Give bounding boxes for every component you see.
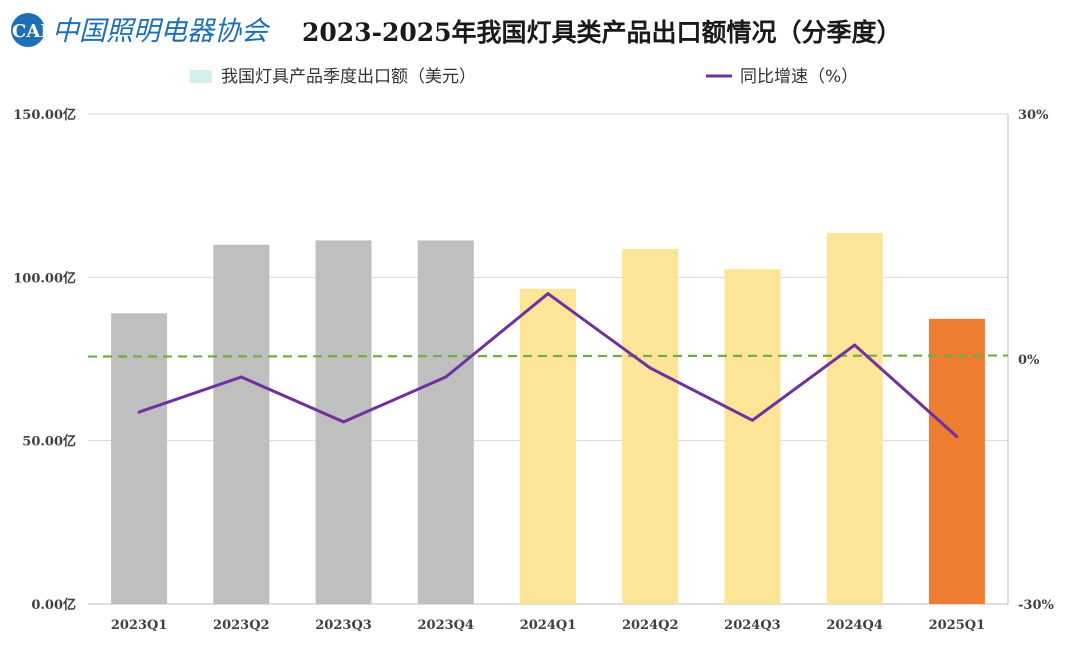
y-left-tick-label: 150.00亿: [13, 107, 76, 123]
y-left-tick-label: 50.00亿: [22, 434, 76, 450]
y-left-tick-label: 100.00亿: [13, 270, 76, 286]
bar-2024Q3: [724, 269, 781, 604]
legend-bar-label: 我国灯具产品季度出口额（美元）: [221, 67, 476, 87]
bars: [111, 232, 985, 605]
growth-point-2023Q1: [137, 410, 141, 414]
x-tick-label: 2025Q1: [929, 618, 986, 633]
bar-2023Q4: [417, 240, 474, 605]
logo-mark: CALI: [12, 21, 61, 42]
bar-2024Q4: [826, 232, 883, 604]
growth-point-2025Q1: [955, 435, 959, 439]
bar-2024Q2: [622, 248, 679, 604]
x-tick-label: 2023Q3: [315, 618, 372, 633]
growth-point-2024Q4: [853, 343, 857, 347]
y-right-tick-labels: -30% 0% 30%: [1018, 108, 1054, 613]
cali-logo: CALI 中国照明电器协会: [11, 13, 271, 47]
growth-point-2024Q3: [750, 418, 754, 422]
bar-2024Q1: [520, 288, 576, 604]
x-tick-label: 2024Q3: [724, 618, 781, 633]
y-right-tick-label: 0%: [1018, 353, 1040, 368]
growth-point-2023Q2: [239, 375, 243, 379]
growth-point-2023Q3: [342, 420, 346, 424]
x-tick-labels: 2023Q1 2023Q2 2023Q3 2023Q4 2024Q1 2024Q2 2024…: [111, 618, 985, 633]
legend-line-label: 同比增速（%）: [740, 67, 858, 87]
x-tick-label: 2023Q1: [111, 618, 168, 633]
y-right-tick-label: 30%: [1018, 108, 1049, 123]
y-left-tick-labels: 0.00亿 50.00亿 100.00亿 150.00亿: [13, 107, 76, 613]
bar-2023Q2: [213, 244, 270, 604]
legend: 我国灯具产品季度出口额（美元） 同比增速（%）: [190, 67, 858, 87]
growth-point-2024Q1: [546, 292, 550, 296]
growth-point-2024Q2: [648, 366, 652, 370]
bar-2023Q1: [111, 313, 168, 604]
x-tick-label: 2024Q4: [826, 618, 883, 633]
growth-line: [137, 292, 959, 439]
legend-bar-swatch: [190, 70, 212, 83]
x-tick-label: 2023Q4: [417, 618, 474, 633]
logo-circle-icon: [11, 13, 45, 47]
bar-2025Q1: [928, 318, 985, 604]
x-tick-label: 2024Q1: [520, 618, 577, 633]
logo-org-name: 中国照明电器协会: [52, 16, 271, 47]
x-tick-label: 2023Q2: [213, 618, 270, 633]
y-left-tick-label: 0.00亿: [31, 597, 76, 613]
y-right-tick-label: -30%: [1018, 598, 1054, 613]
chart-title: 2023-2025年我国灯具类产品出口额情况（分季度）: [302, 18, 902, 47]
growth-point-2023Q4: [444, 375, 448, 379]
reference-line: [87, 354, 1009, 358]
x-tick-label: 2024Q2: [622, 618, 679, 633]
zero-reference-line: [87, 354, 1009, 358]
